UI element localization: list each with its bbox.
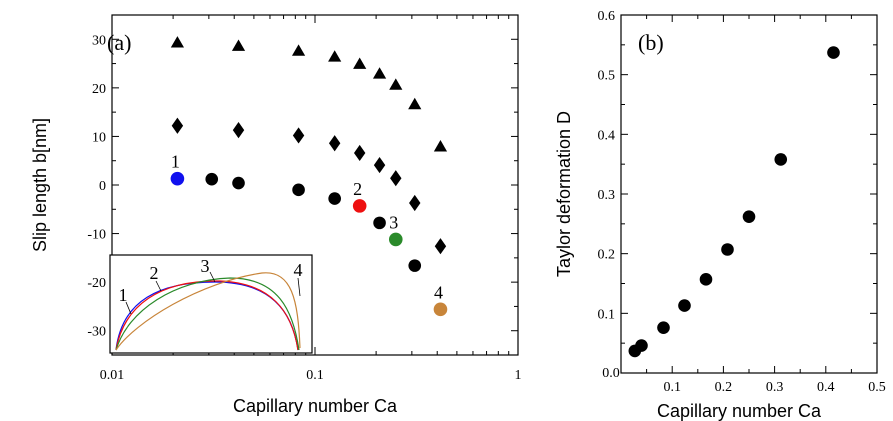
- panel-b-xtick-label: 0.1: [663, 380, 681, 395]
- panel-a-highlight-point: [170, 171, 185, 186]
- panel-b-ytick-label: 0.5: [598, 69, 616, 84]
- inset-label-1: 1: [119, 285, 128, 305]
- panel-a-circle-point: [292, 183, 305, 197]
- panel-a-highlight-label: 4: [434, 282, 443, 302]
- panel-a-circle-point: [328, 192, 341, 205]
- panel-b-xtick-label: 0.5: [868, 380, 886, 395]
- panel-b-xtick-label: 0.2: [715, 380, 733, 395]
- panel-b-ytick-label: 0.2: [598, 248, 616, 263]
- panel-a-circle-point: [205, 172, 219, 186]
- panel-a-ytick-label: -20: [87, 276, 106, 291]
- panel-b-frame: [620, 14, 878, 374]
- panel-a-highlight-label: 1: [171, 152, 180, 172]
- panel-a-circle-point: [232, 176, 245, 190]
- panel-a-triangle-point: [353, 57, 367, 69]
- panel-a-ytick-label: 10: [92, 130, 106, 145]
- panel-b-point: [827, 46, 840, 59]
- panel-a-triangle-point: [328, 50, 342, 62]
- panel-b-point: [678, 299, 691, 312]
- panel-a-highlight-label: 2: [353, 179, 362, 199]
- panel-a-diamond-point: [353, 144, 366, 162]
- inset-curve-4: [115, 272, 301, 351]
- panel-a-ytick-label: 0: [99, 179, 106, 194]
- panel-a-circle-point: [373, 216, 386, 230]
- panel-b-point: [721, 243, 734, 256]
- inset-label-3: 3: [201, 256, 210, 276]
- panel-a-diamond-point: [171, 117, 184, 134]
- inset-label-4: 4: [294, 260, 303, 280]
- inset-curve-2: [115, 280, 299, 351]
- panel-b-ytick-label: 0.4: [598, 128, 616, 143]
- panel-a-highlight-point: [433, 302, 448, 317]
- panel-b-ytick-label: 0.3: [598, 188, 616, 203]
- panel-a-triangle-point: [389, 78, 403, 90]
- panel-a-diamond-point: [292, 127, 305, 144]
- panel-a-triangle-point: [433, 140, 448, 152]
- panel-b-ytick-label: 0.6: [598, 9, 616, 24]
- inset-leader-3: [209, 271, 216, 283]
- panel-b-ytick-label: 0.1: [598, 307, 616, 322]
- panel-a-diamond-point: [390, 170, 402, 187]
- panel-a-xtick-label: 1: [515, 368, 522, 383]
- inset-label-2: 2: [150, 263, 159, 283]
- panel-a-highlight-label: 3: [389, 212, 398, 232]
- panel-a-highlight-point: [388, 232, 403, 247]
- panel-a-ytick-label: 20: [92, 82, 106, 97]
- panel-a-diamond-point: [373, 156, 386, 174]
- panel-a-circle-point: [408, 259, 422, 272]
- panel-b-label: (b): [638, 30, 664, 55]
- panel-b-xtick-label: 0.4: [817, 380, 835, 395]
- panel-b-point: [774, 153, 788, 166]
- panel-a-triangle-point: [408, 97, 422, 110]
- panel-a-triangle-point: [372, 67, 387, 79]
- panel-a-ytick-label: 30: [92, 33, 106, 48]
- panel-a-diamond-point: [232, 122, 245, 139]
- panel-a-xtick-label: 0.1: [306, 368, 324, 383]
- panel-a-ytick-label: -10: [87, 228, 106, 243]
- panel-b-xtick-label: 0.3: [766, 380, 784, 395]
- panel-b-point: [742, 210, 756, 223]
- inset-leader-4: [297, 277, 301, 297]
- panel-a-highlight-point: [352, 199, 367, 213]
- panel-a-ylabel: Slip length b[nm]: [30, 118, 50, 252]
- panel-b-ylabel: Taylor deformation D: [554, 111, 574, 277]
- panel-a-diamond-point: [409, 194, 421, 212]
- panel-a-xtick-label: 0.01: [100, 368, 125, 383]
- panel-b-xlabel: Capillary number Ca: [657, 401, 822, 421]
- panel-b-xtick-label: 0.0: [602, 366, 620, 381]
- inset-leader-2: [155, 280, 162, 292]
- panel-a-triangle-point: [231, 39, 246, 51]
- panel-a-triangle-point: [170, 36, 185, 48]
- panel-a-diamond-point: [434, 238, 447, 255]
- panel-a-xlabel: Capillary number Ca: [233, 396, 398, 416]
- inset-leader-1: [125, 301, 132, 315]
- panel-b-point: [657, 321, 670, 334]
- panel-a-diamond-point: [328, 135, 341, 152]
- panel-a-label: (a): [107, 30, 131, 55]
- panel-b-point: [699, 273, 713, 286]
- panel-a-ytick-label: -30: [87, 325, 106, 340]
- panel-a-triangle-point: [291, 44, 306, 56]
- inset-curve-3: [115, 277, 300, 351]
- panel-b-point: [635, 339, 648, 352]
